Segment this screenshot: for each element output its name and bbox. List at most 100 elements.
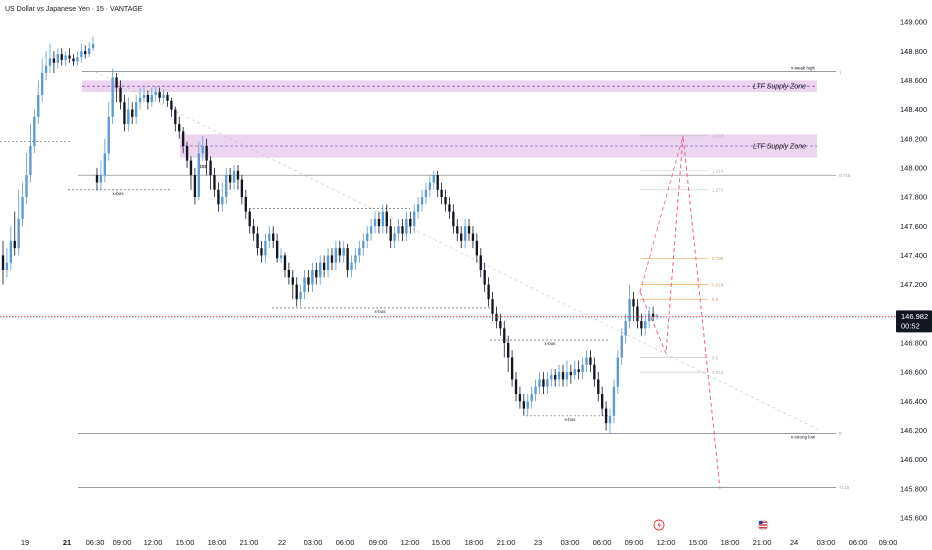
candle (37, 80, 40, 125)
level-ratio-label: -0.15 (839, 485, 850, 490)
candle (342, 240, 345, 263)
annotations: x-bos x-bos x-bos x-bos $$$ 1.618 1.414 1.272 0.… (0, 71, 821, 431)
candle (150, 87, 153, 107)
candle (651, 306, 655, 322)
candle (295, 277, 298, 307)
candle (119, 80, 122, 110)
level-ratio-label: 1 (839, 69, 842, 74)
price-tick-label: 148.800 (900, 47, 927, 56)
candle (131, 102, 134, 125)
candle (138, 87, 142, 110)
candle (616, 350, 620, 394)
candle (597, 372, 600, 402)
candle (185, 141, 189, 168)
time-tick-label: 09:00 (369, 538, 388, 547)
candle (154, 86, 157, 101)
candle (444, 189, 447, 212)
candle (162, 89, 165, 104)
candle (228, 167, 232, 190)
candle (84, 45, 87, 59)
price-tick-label: 146.200 (900, 426, 927, 435)
candle (644, 313, 647, 336)
candle (221, 182, 224, 212)
time-tick-label: 09:00 (113, 538, 132, 547)
candle (252, 218, 255, 241)
candle (428, 175, 432, 198)
candle (401, 218, 404, 241)
projection-line (639, 135, 721, 489)
candle (483, 262, 486, 292)
candle (362, 233, 365, 256)
candle (1, 240, 5, 285)
candle (326, 248, 330, 278)
candle (538, 372, 541, 394)
candle (640, 313, 643, 336)
price-badge (896, 310, 932, 333)
candle (593, 357, 596, 387)
candle (76, 51, 79, 66)
chart-title: US Dollar vs Japanese Yen · 15 · VANTAGE (5, 6, 143, 13)
candle (21, 182, 24, 227)
candle (456, 218, 459, 241)
candle (68, 48, 71, 63)
level-label: x-weak high (791, 66, 816, 71)
candle (322, 255, 326, 278)
fib-label: 1.618 (712, 134, 724, 139)
price-tick-label: 145.600 (900, 514, 927, 523)
candle (287, 262, 291, 285)
fib-label: 0.618 (712, 370, 724, 375)
price-tick-label: 147.600 (900, 222, 927, 231)
candle (279, 248, 283, 263)
candle (369, 218, 373, 241)
candle (107, 102, 110, 161)
candle (48, 43, 52, 74)
candle (440, 182, 443, 205)
candle (585, 350, 588, 373)
candle (103, 138, 106, 183)
candle (503, 321, 506, 358)
candle (554, 369, 557, 387)
candle (334, 240, 338, 270)
candle (29, 124, 32, 183)
time-tick-label: 15:00 (432, 538, 451, 547)
zone-label: LTF Supply Zone (753, 84, 806, 91)
candle (197, 141, 200, 200)
candle (52, 51, 56, 74)
time-tick-label: 18:00 (465, 538, 484, 547)
candle (201, 135, 204, 161)
candle (510, 350, 514, 387)
time-tick-label: 12:00 (401, 538, 420, 547)
time-tick-label: 15:00 (176, 538, 195, 547)
candle (393, 226, 396, 249)
price-tick-label: 148.600 (900, 76, 927, 85)
time-tick-label: 22 (278, 538, 286, 547)
time-tick-label: 12:00 (657, 538, 676, 547)
trend-line (94, 71, 821, 431)
zone-label: LTF Supply Zone (753, 144, 806, 151)
candle (381, 204, 385, 234)
candle (244, 189, 247, 219)
fib-label: 0.5 (712, 297, 719, 302)
price-tick-label: 146.800 (900, 339, 927, 348)
candle (612, 379, 616, 424)
bos-label: x-bos (374, 309, 386, 314)
candle (146, 90, 150, 110)
candle (40, 58, 44, 103)
candle (385, 204, 388, 234)
time-tick-label: 15:00 (689, 538, 708, 547)
fib-label: 1.414 (712, 169, 724, 174)
supply-zone (180, 134, 817, 158)
candle (432, 170, 435, 190)
candle (25, 153, 28, 205)
price-tick-label: 149.000 (900, 18, 927, 27)
candle (13, 211, 16, 256)
candle (397, 218, 400, 241)
candle (526, 394, 529, 416)
bos-label: x-bos (544, 341, 556, 346)
price-tick-label: 148.200 (900, 134, 927, 143)
candle (420, 189, 424, 212)
candle (565, 360, 569, 387)
candle (217, 182, 220, 212)
candle (213, 167, 216, 198)
